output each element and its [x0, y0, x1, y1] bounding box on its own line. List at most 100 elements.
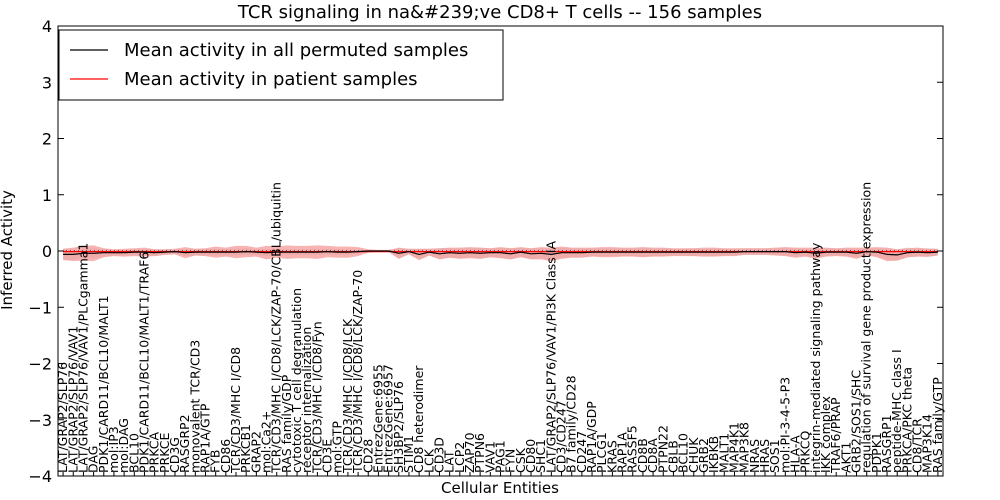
- x-tick-label: CBLB: [665, 440, 680, 473]
- x-tick-label: BCL10: [676, 433, 691, 473]
- x-tick-label: RASGRP2: [177, 414, 192, 473]
- x-tick-label: BCL10: [126, 433, 141, 473]
- x-tick-label: integrin-mediated signaling pathway: [808, 242, 823, 473]
- x-tick-label: CD8 heterodimer: [411, 365, 426, 473]
- x-tick-label: PTPN22: [655, 425, 670, 473]
- x-tick-label: mol:GTP: [330, 421, 345, 473]
- x-tick-label: CSK: [513, 447, 528, 473]
- x-tick-label: CD8A: [645, 438, 660, 473]
- y-tick-label: 3: [42, 73, 52, 92]
- x-tick-label: LAT/GRAP2/SLP76/VAV1/PLCgamma1: [75, 243, 90, 473]
- x-tick-label: SHC1: [533, 439, 548, 473]
- x-tick-label: GRB2: [696, 438, 711, 473]
- x-tick-label: GRAP2: [248, 431, 263, 473]
- x-tick-label: CD3E: [320, 439, 335, 473]
- x-tick-label: cytotoxic T cell degranulation: [289, 288, 304, 473]
- x-tick-label: HLA-A: [788, 435, 803, 473]
- x-tick-label: CD28: [360, 439, 375, 473]
- x-tick-label: mol:IP3: [106, 426, 121, 473]
- x-tick-label: mol:PI-3-4-5-P3: [777, 377, 792, 473]
- x-tick-label: PAG1: [493, 440, 508, 473]
- x-tick-label: TCR/CD3/MHC I/CD8/Fyn: [309, 321, 324, 474]
- x-tick-labels: LAT/GRAP2/SLP76LAT/GRAP2/SLP76/VAV1LAT/G…: [55, 182, 945, 476]
- x-tick-label: MAP3K8: [737, 422, 752, 473]
- legend-label-permuted: Mean activity in all permuted samples: [124, 40, 468, 61]
- x-tick-label: CD86: [218, 439, 233, 473]
- x-tick-label: RAP1A: [615, 432, 630, 473]
- legend-box: [58, 29, 504, 101]
- legend: Mean activity in all permuted samples Me…: [58, 29, 504, 101]
- x-tick-label: FYB: [208, 450, 223, 473]
- x-tick-label: PRKCB1: [238, 424, 253, 473]
- x-tick-label: LAT/GRAP2/SLP76: [55, 362, 70, 473]
- x-tick-label: MAP3K14: [920, 414, 935, 473]
- x-tick-label: VAV1: [482, 441, 497, 473]
- x-tick-label: IKK complex: [818, 396, 833, 473]
- y-tick-label: 0: [42, 242, 52, 261]
- x-tick-label: PDK1/CARD11/BCL10/MALT1/TRAF6: [137, 252, 152, 473]
- x-tick-label: receptor internalization: [299, 327, 314, 473]
- x-tick-label: RAP1A/GDP: [584, 401, 599, 473]
- x-tick-label: ZAP70: [462, 432, 477, 473]
- x-tick-label: MALT1: [716, 433, 731, 473]
- x-tick-label: B7 family/CD28: [564, 375, 579, 473]
- x-tick-label: TRAF6/PRAP: [828, 397, 843, 474]
- y-tick-label: 2: [42, 130, 52, 149]
- series-line-permuted: [63, 250, 938, 256]
- x-tick-label: PRKCA: [147, 432, 162, 473]
- x-tick-label: EntrezGene:6955: [370, 364, 385, 473]
- x-tick-label: CD8B: [635, 438, 650, 473]
- x-tick-label: PDPK1: [869, 432, 884, 473]
- x-tick-label: CD3/CD247: [554, 400, 569, 473]
- x-tick-label: HRAS: [757, 439, 772, 473]
- x-tick-label: LCK: [421, 448, 436, 473]
- x-tick-label: RASSF5: [625, 425, 640, 473]
- series-lines: [63, 250, 938, 256]
- x-tick-label: PRKCA/PKC theta: [899, 367, 914, 473]
- x-tick-label: AKT1: [838, 442, 853, 473]
- x-tick-label: CHUK: [686, 437, 701, 473]
- y-tick-label: −1: [28, 298, 52, 317]
- x-tick-label: TCR/CD3/MHC I/CD8: [228, 347, 243, 474]
- x-tick-label: TCR/CD3/MHC I/CD8/LCK: [340, 318, 355, 474]
- x-tick-label: CD80: [523, 439, 538, 473]
- x-tick-label: monovalent TCR/CD3: [187, 340, 202, 473]
- x-tick-label: RASGRP1: [879, 414, 894, 473]
- x-tick-label: LCP2: [452, 442, 467, 473]
- x-tick-label: KRAS: [604, 440, 619, 473]
- x-tick-label: CD247: [574, 431, 589, 473]
- x-axis-label: Cellular Entities: [441, 479, 559, 497]
- x-tick-label: LAT/GRAP2/SLP76/VAV1/PI3K Class IA: [543, 241, 558, 473]
- x-tick-label: CD3D: [432, 437, 447, 473]
- x-tick-label: mol:Ca2+: [259, 411, 274, 473]
- x-tick-label: NRAS: [747, 439, 762, 473]
- x-tick-label: DAG: [86, 446, 101, 473]
- x-tick-label: RAS family/GDP: [279, 374, 294, 473]
- x-tick-label: RAS family/GTP: [930, 377, 945, 473]
- x-tick-label: PLCG1: [594, 432, 609, 473]
- x-tick-label: SH3BP2/SLP76: [391, 381, 406, 473]
- x-tick-label: PRKCE: [157, 433, 172, 473]
- y-tick-label: −2: [28, 355, 52, 374]
- x-tick-label: MAP4K1: [727, 422, 742, 473]
- y-axis-ticks: −4 −3 −2 −1 0 1 2 3 4: [28, 17, 943, 486]
- x-tick-label: STIM1: [401, 435, 416, 473]
- x-tick-label: CD8/TCR: [910, 418, 925, 473]
- chart-title: TCR signaling in na&#239;ve CD8+ T cells…: [237, 2, 762, 23]
- x-tick-label: PTPN6: [472, 433, 487, 473]
- x-tick-label: FYN: [503, 449, 518, 473]
- y-tick-label: −3: [28, 411, 52, 430]
- x-tick-label: RAP1A/GTP: [198, 403, 213, 473]
- x-tick-label: CD3G: [167, 437, 182, 473]
- y-tick-label: 4: [42, 17, 52, 36]
- x-tick-label: SOS1: [767, 439, 782, 473]
- x-tick-label: PRKCQ: [798, 431, 813, 473]
- x-tick-label: regulation of survival gene product expr…: [859, 182, 874, 473]
- x-tick-label: TCR/CD3/MHC I/CD8/LCK/ZAP-70: [350, 270, 365, 474]
- y-tick-label: 1: [42, 186, 52, 205]
- legend-label-patient: Mean activity in patient samples: [124, 69, 418, 90]
- y-tick-label: −4: [28, 467, 52, 486]
- x-tick-label: GRB2/SOS1/SHC: [849, 370, 864, 473]
- x-tick-label: LAT/GRAP2/SLP76/VAV1: [65, 326, 80, 473]
